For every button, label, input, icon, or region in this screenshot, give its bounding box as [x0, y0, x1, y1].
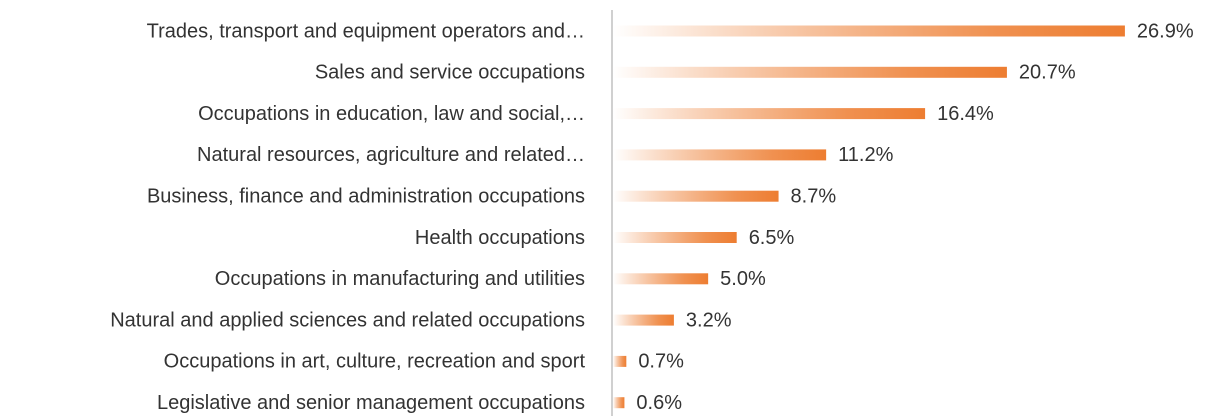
- data-label: 0.6%: [636, 392, 682, 414]
- category-label: Natural resources, agriculture and relat…: [197, 144, 585, 166]
- category-label: Occupations in manufacturing and utiliti…: [215, 268, 585, 290]
- category-label: Business, finance and administration occ…: [147, 185, 585, 207]
- category-label: Occupations in education, law and social…: [198, 103, 585, 125]
- bar: [613, 273, 709, 285]
- bar: [613, 66, 1007, 78]
- bar: [613, 232, 737, 243]
- bar: [613, 149, 827, 161]
- data-label: 5.0%: [720, 268, 766, 290]
- data-label: 8.7%: [791, 185, 837, 207]
- bar: [613, 190, 779, 202]
- category-label: Trades, transport and equipment operator…: [147, 20, 585, 42]
- bar: [613, 355, 627, 367]
- data-label: 26.9%: [1137, 20, 1194, 42]
- category-label: Natural and applied sciences and related…: [110, 309, 585, 331]
- bar: [613, 397, 625, 409]
- data-label: 6.5%: [749, 227, 795, 249]
- bar: [613, 314, 674, 326]
- category-label: Occupations in art, culture, recreation …: [164, 351, 586, 373]
- bar: [613, 108, 926, 120]
- bar: [613, 25, 1125, 37]
- data-label: 0.7%: [638, 351, 684, 373]
- data-label: 16.4%: [937, 103, 994, 125]
- category-label: Sales and service occupations: [315, 62, 585, 84]
- data-label: 20.7%: [1019, 62, 1076, 84]
- data-label: 3.2%: [686, 309, 732, 331]
- data-label: 11.2%: [838, 144, 893, 166]
- category-label: Legislative and senior management occupa…: [157, 392, 585, 414]
- category-label: Health occupations: [415, 227, 585, 249]
